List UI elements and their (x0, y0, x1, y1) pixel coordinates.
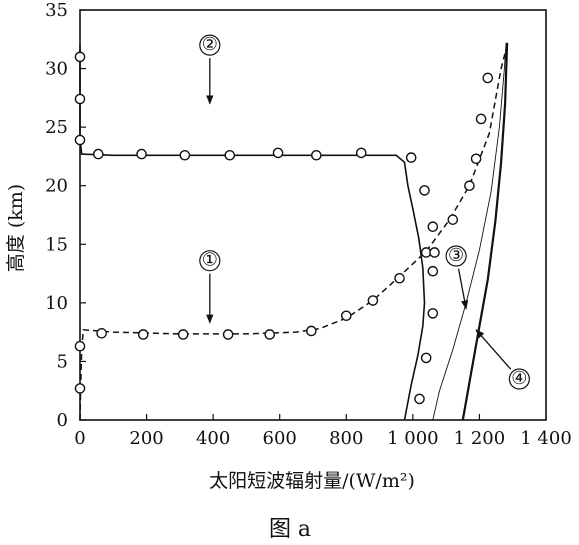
x-tick-label: 1 200 (454, 428, 506, 449)
data-point (272, 147, 284, 159)
data-point (136, 148, 147, 160)
data-point (475, 113, 487, 125)
data-point (464, 180, 475, 192)
series-line-1 (79, 42, 509, 421)
data-point (427, 221, 439, 233)
series-label: ④ (511, 368, 527, 389)
series-label-circle (445, 245, 467, 267)
y-tick-label: 15 (45, 234, 68, 255)
y-tick-label: 5 (57, 351, 68, 372)
data-point (367, 295, 379, 306)
data-point (420, 352, 432, 364)
data-point (177, 329, 189, 340)
label-layer: ① ② ③ ④ (199, 34, 530, 390)
data-point (179, 149, 191, 161)
plot-frame (79, 9, 547, 421)
x-tick-label: 400 (196, 428, 230, 449)
series-label-circle (199, 34, 221, 56)
data-point (96, 328, 107, 339)
data-point (394, 272, 405, 284)
y-tick-label: 35 (45, 0, 68, 21)
x-tick-label: 600 (263, 428, 297, 449)
data-point (264, 329, 276, 340)
series-label: ① (202, 250, 218, 271)
data-point (306, 325, 317, 337)
data-point (482, 72, 494, 84)
series-label: ③ (448, 245, 464, 266)
y-tick-label: 25 (45, 117, 68, 138)
y-tick-label: 10 (45, 293, 68, 314)
x-tick-label: 200 (129, 428, 163, 449)
x-axis-title: 太阳短波辐射量/(W/m²) (209, 470, 415, 492)
data-point (419, 185, 430, 196)
series-arrow (475, 329, 512, 370)
x-tick-label: 1 000 (387, 428, 439, 449)
plot-border (79, 9, 547, 421)
data-point (447, 214, 459, 225)
series-label-circle (199, 250, 221, 272)
x-tick-label: 0 (74, 428, 85, 449)
figure-caption: 图 a (269, 517, 311, 542)
series-line-3 (432, 42, 507, 421)
data-point (74, 340, 86, 352)
x-tick-label: 800 (329, 428, 363, 449)
data-point (74, 383, 86, 394)
data-point (405, 152, 417, 163)
y-tick-label: 0 (57, 410, 68, 431)
series-label-circle (508, 368, 530, 390)
series-line-4 (461, 42, 509, 421)
y-tick-label: 30 (45, 59, 68, 80)
data-point (427, 265, 439, 277)
data-point (137, 329, 149, 340)
data-point (355, 147, 367, 159)
data-point (74, 51, 86, 63)
data-point (224, 149, 236, 161)
series-line-2 (79, 45, 426, 421)
y-axis-title: 高度 (km) (5, 184, 27, 272)
data-point (222, 329, 234, 340)
data-point (414, 393, 425, 405)
data-point (93, 148, 104, 160)
series-arrow (457, 268, 469, 310)
series-layer (74, 42, 509, 421)
series-label: ② (202, 34, 218, 55)
data-point (74, 93, 86, 105)
x-tick-label: 1 400 (520, 428, 572, 449)
data-point (427, 308, 439, 319)
tick-layer: 0 200 400 600 800 1 000 1 200 1 400 0 5 10 15 20 25 30… (45, 0, 572, 449)
data-point (311, 149, 322, 161)
data-point (340, 310, 352, 322)
y-tick-label: 20 (45, 176, 68, 197)
data-point (74, 134, 86, 146)
data-point (429, 247, 440, 258)
data-point (470, 153, 482, 165)
